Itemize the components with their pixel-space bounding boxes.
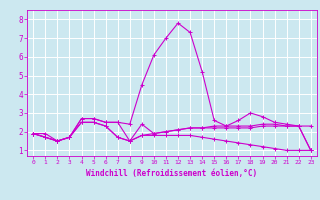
X-axis label: Windchill (Refroidissement éolien,°C): Windchill (Refroidissement éolien,°C): [86, 169, 258, 178]
